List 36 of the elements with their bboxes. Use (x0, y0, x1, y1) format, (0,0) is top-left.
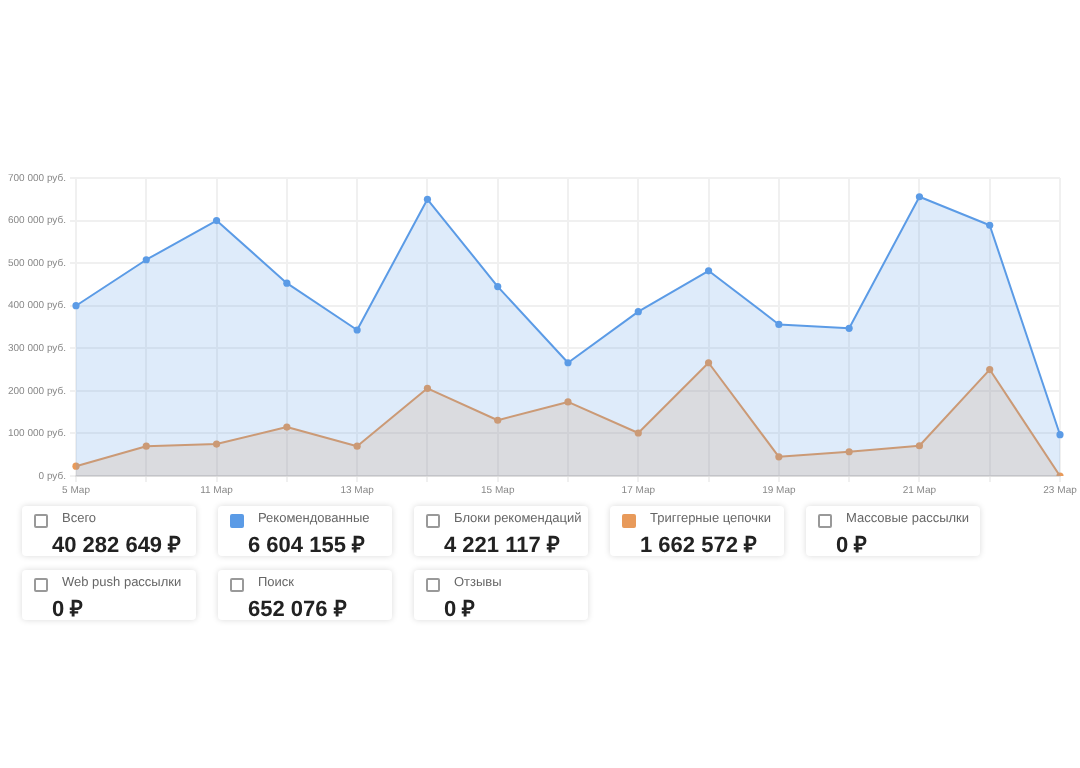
point (986, 365, 994, 374)
point (775, 320, 783, 329)
point (142, 442, 150, 450)
text: 4 221 117 ₽ (444, 532, 559, 558)
point (704, 359, 713, 367)
point (283, 423, 291, 431)
point (704, 267, 713, 275)
point (283, 279, 291, 287)
text: 6 604 155 ₽ (248, 532, 364, 558)
point (423, 384, 432, 392)
point (1056, 431, 1064, 439)
point (564, 359, 572, 367)
point (353, 442, 361, 450)
point (142, 256, 150, 264)
point (212, 440, 221, 448)
text: 0 ₽ (444, 596, 475, 622)
point (986, 221, 994, 229)
text: 0 ₽ (836, 532, 867, 558)
point (212, 216, 221, 225)
text: 40 282 649 ₽ (52, 532, 181, 558)
point (494, 282, 502, 291)
point (845, 324, 853, 332)
text: 652 076 ₽ (248, 596, 346, 622)
point (915, 193, 924, 201)
point (915, 442, 924, 450)
point (423, 195, 432, 203)
point (845, 448, 853, 456)
text: 0 ₽ (52, 596, 83, 622)
point (494, 416, 502, 424)
text: 1 662 572 ₽ (640, 532, 756, 558)
point (353, 326, 361, 334)
point (634, 429, 642, 437)
point (775, 453, 783, 461)
point (634, 308, 642, 316)
point (72, 462, 80, 470)
point (564, 398, 572, 406)
